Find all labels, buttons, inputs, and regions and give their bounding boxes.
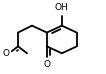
Text: O: O [43, 60, 50, 69]
Text: O: O [2, 49, 9, 58]
Text: OH: OH [55, 3, 69, 12]
